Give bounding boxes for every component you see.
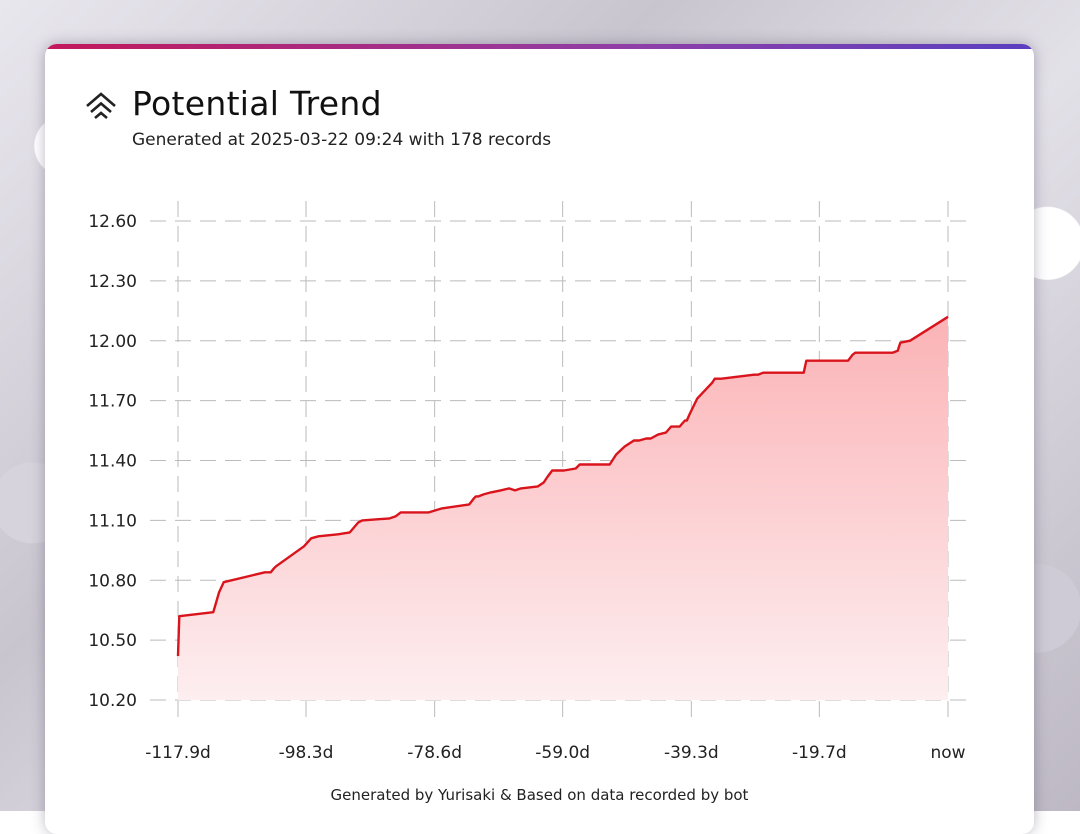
stacked-chevrons-icon [86,92,116,119]
chart-subtitle: Generated at 2025-03-22 09:24 with 178 r… [132,130,552,150]
x-tick-label: -117.9d [145,743,211,763]
series-area-fill [178,316,948,700]
series-line [176,315,949,657]
footer-credit: Generated by Yurisaki & Based on data re… [330,786,749,804]
y-tick-label: 11.70 [88,392,137,412]
y-tick-label: 10.50 [88,631,137,651]
x-tick-label: -59.0d [535,743,590,763]
potential-trend-chart: 10.20 10.50 10.80 11.10 11.40 11.70 12.00 12.30… [88,201,970,763]
x-tick-label: -98.3d [279,743,334,763]
y-tick-label: 12.30 [88,272,137,292]
y-tick-label: 11.10 [88,511,137,531]
y-tick-label: 12.00 [88,332,137,352]
y-tick-label: 10.80 [88,571,137,591]
x-tick-label: -19.7d [792,743,847,763]
x-axis-ticks: -117.9d -98.3d -78.6d -59.0d -39.3d -19.7d now [145,743,965,763]
y-tick-label: 11.40 [88,452,137,472]
card-accent-bar [45,44,1034,49]
x-tick-label: -39.3d [664,743,719,763]
chart-title: Potential Trend [132,84,382,123]
y-axis-ticks: 10.20 10.50 10.80 11.10 11.40 11.70 12.00 12.30… [88,212,137,711]
chart-card: Potential Trend Generated at 2025-03-22 … [45,44,1034,834]
x-tick-label: -78.6d [407,743,462,763]
x-tick-label: now [930,743,965,763]
area-layer [176,315,949,700]
y-tick-label: 12.60 [88,212,137,232]
y-tick-label: 10.20 [88,691,137,711]
